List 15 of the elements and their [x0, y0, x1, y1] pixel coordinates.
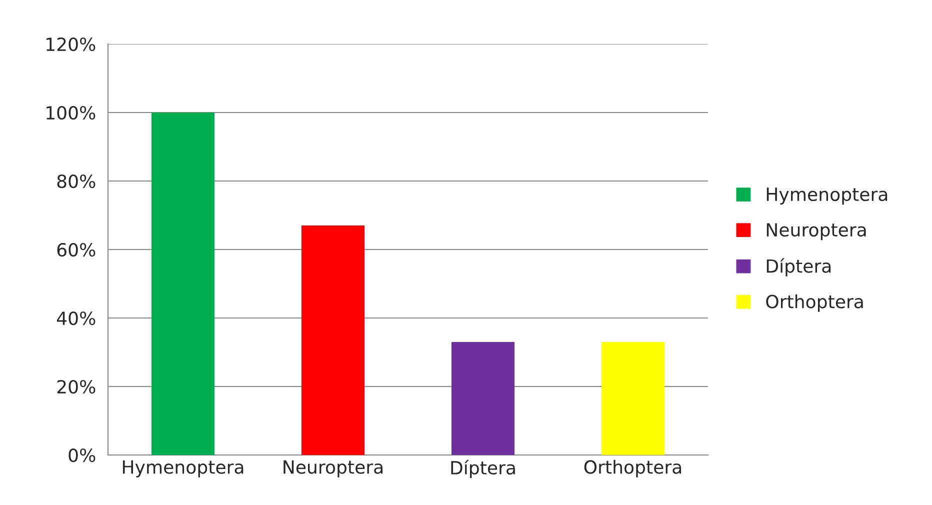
legend-label: Orthoptera	[766, 294, 863, 312]
y-tick-label: 80%	[57, 174, 96, 188]
y-tick-label: 60%	[57, 242, 96, 257]
x-tick-label: Orthoptera	[584, 460, 682, 478]
y-tick-label: 100%	[46, 106, 96, 120]
x-tick-label: Díptera	[451, 460, 515, 478]
x-tick-label: Neuroptera	[284, 460, 382, 478]
legend-label: Neuroptera	[766, 223, 866, 240]
x-tick-label: Hymenoptera	[122, 460, 244, 478]
legend-label: Díptera	[766, 258, 831, 276]
y-tick-label: 40%	[56, 311, 96, 326]
y-tick-label: 120%	[46, 37, 96, 52]
y-tick-label: 20%	[57, 380, 96, 394]
legend-label: Hymenoptera	[766, 188, 888, 205]
y-tick-label: 0%	[68, 448, 96, 462]
